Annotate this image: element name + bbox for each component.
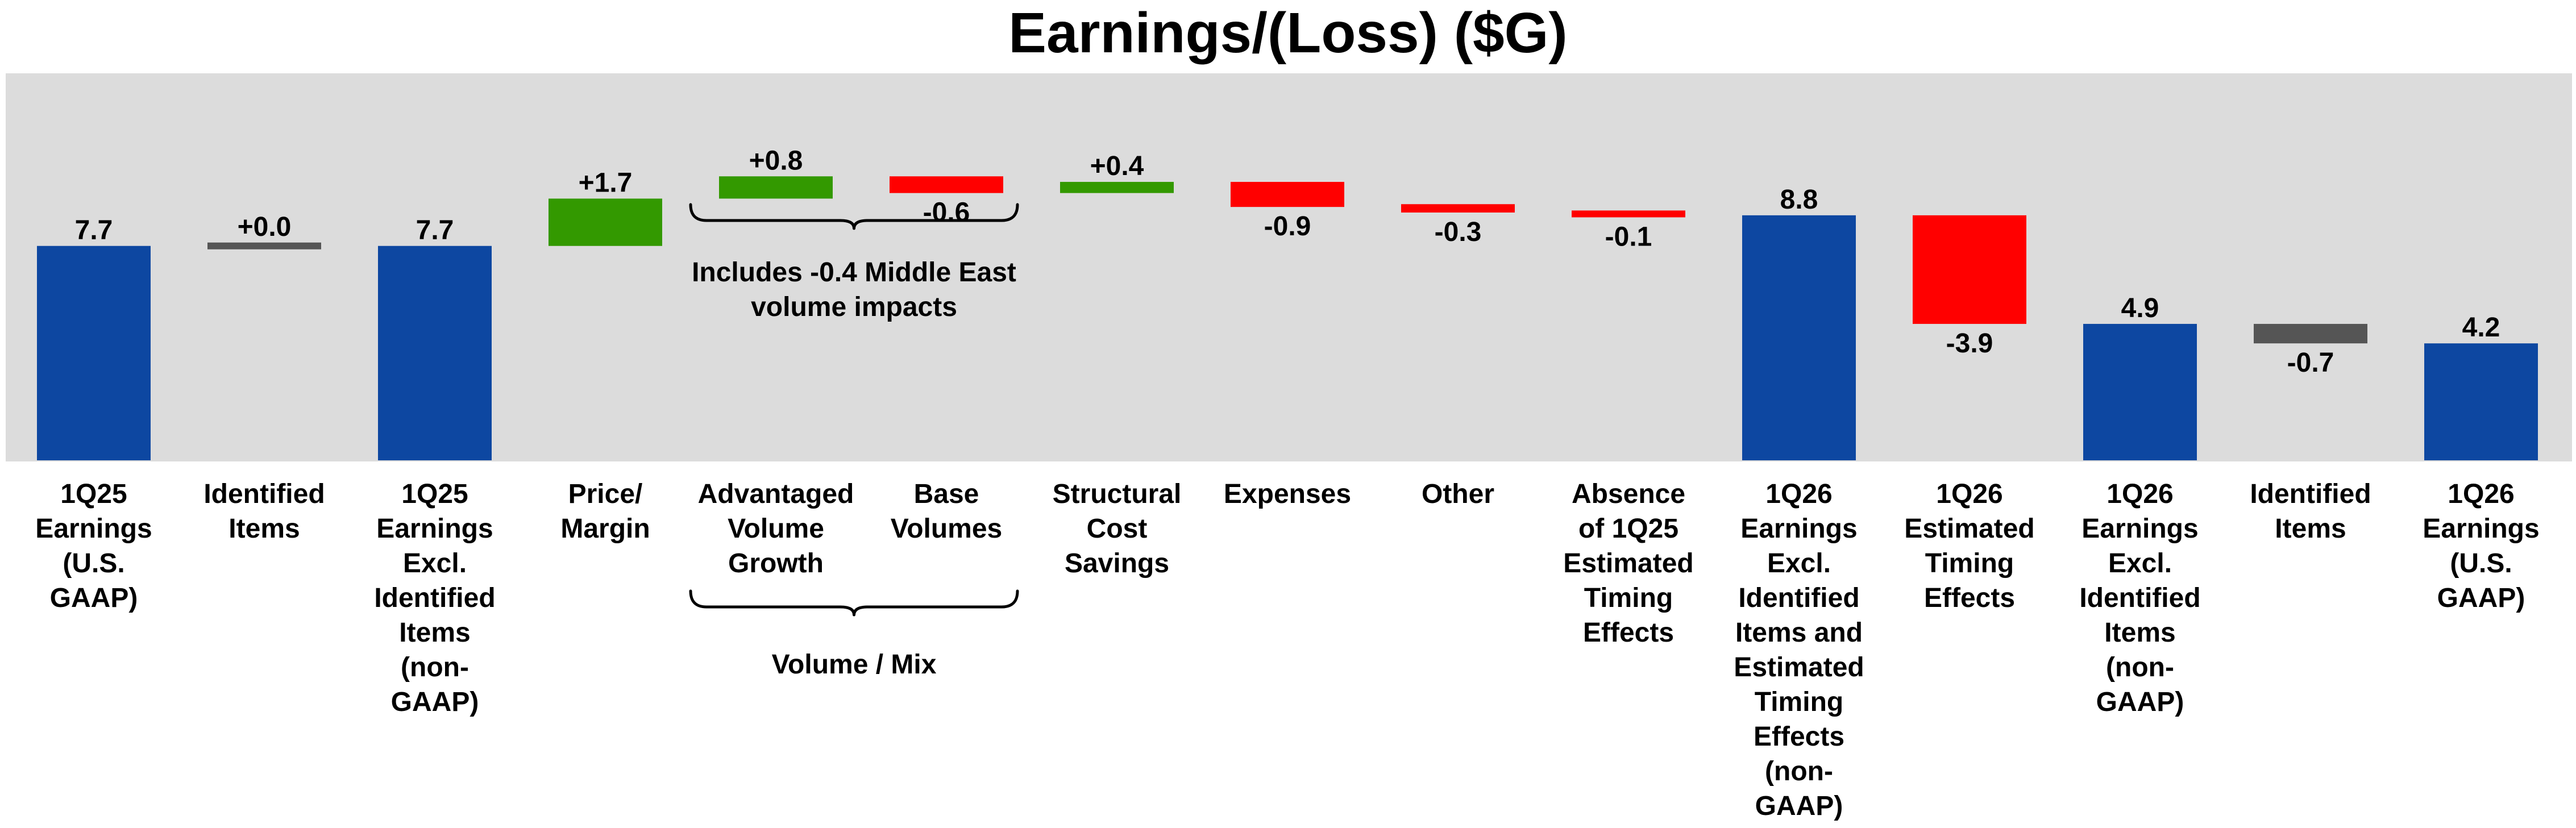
category-label-0: 1Q25 Earnings (U.S. GAAP) xyxy=(35,479,152,613)
value-label-12: 4.9 xyxy=(2121,293,2159,323)
chart-title: Earnings/(Loss) ($G) xyxy=(1008,1,1567,65)
bar-9 xyxy=(1572,210,1685,218)
value-label-5: -0.6 xyxy=(923,198,970,228)
category-label-14: 1Q26 Earnings (U.S. GAAP) xyxy=(2423,479,2539,613)
category-label-3: Price/Margin xyxy=(560,479,650,544)
category-label-9: Absence of 1Q25 Estimated Timing Effects xyxy=(1563,479,1693,648)
value-label-0: 7.7 xyxy=(75,215,113,246)
value-label-9: -0.1 xyxy=(1605,222,1652,252)
category-label-2: 1Q25 Earnings Excl. Identified Items (non-GAA… xyxy=(374,479,495,717)
category-label-13: Identified Items xyxy=(2250,479,2371,544)
value-labels-layer: 7.7 +0.0 7.7 +1.7 +0.8 -0.6 +0.4 -0.9 -0.3 -0.1 8.… xyxy=(75,145,2500,378)
value-label-14: 4.2 xyxy=(2462,313,2500,343)
volume-mix-brace xyxy=(689,589,1019,617)
volume-mix-annotation: Volume / Mix xyxy=(772,650,937,680)
bar-10 xyxy=(1742,215,1856,460)
bar-13 xyxy=(2254,323,2367,344)
bar-12 xyxy=(2083,323,2197,460)
category-label-10: 1Q26 Earnings Excl. Identified Items and Esti… xyxy=(1734,479,1864,821)
bar-2 xyxy=(378,246,492,460)
bar-1 xyxy=(207,242,321,249)
bar-6 xyxy=(1060,182,1174,193)
category-label-1: Identified Items xyxy=(203,479,325,544)
middle-east-brace xyxy=(689,203,1019,230)
category-label-5: Base Volumes xyxy=(891,479,1003,544)
value-label-4: +0.8 xyxy=(749,145,803,176)
category-label-7: Expenses xyxy=(1224,479,1351,509)
bar-7 xyxy=(1231,182,1344,207)
category-label-12: 1Q26 Earnings Excl. Identified Items (non-GAA… xyxy=(2079,479,2200,717)
category-labels-layer: 1Q25 Earnings (U.S. GAAP) Identified Items 1Q2… xyxy=(35,479,2539,821)
bar-14 xyxy=(2424,343,2538,460)
value-label-7: -0.9 xyxy=(1264,211,1311,242)
bar-3 xyxy=(549,198,662,246)
value-label-6: +0.4 xyxy=(1090,151,1144,181)
category-label-11: 1Q26 Estimated Timing Effects xyxy=(1904,479,2034,613)
value-label-8: -0.3 xyxy=(1435,217,1482,247)
category-label-6: Structural Cost Savings xyxy=(1053,479,1182,579)
category-label-4: Advantaged Volume Growth xyxy=(698,479,854,579)
bar-11 xyxy=(1913,215,2026,324)
value-label-10: 8.8 xyxy=(1780,185,1818,215)
middle-east-annotation: Includes -0.4 Middle East volume impacts xyxy=(692,257,1016,322)
bar-0 xyxy=(37,246,151,460)
annotations-layer: Includes -0.4 Middle East volume impacts V… xyxy=(689,203,1019,680)
bar-4 xyxy=(719,176,833,199)
value-label-3: +1.7 xyxy=(579,168,633,198)
bar-8 xyxy=(1401,204,1515,213)
value-label-11: -3.9 xyxy=(1946,328,1993,359)
value-label-13: -0.7 xyxy=(2287,348,2334,378)
value-label-1: +0.0 xyxy=(238,212,292,242)
bar-5 xyxy=(890,176,1003,193)
category-label-8: Other xyxy=(1422,479,1494,509)
bars-layer xyxy=(37,176,2538,460)
value-label-2: 7.7 xyxy=(416,215,454,246)
